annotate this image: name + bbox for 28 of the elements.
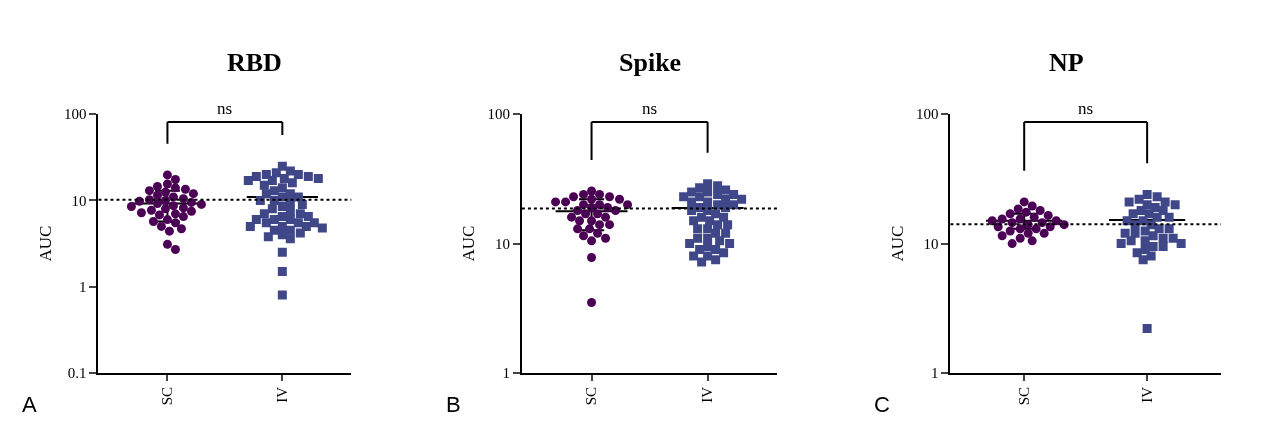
x-tick-label: SC: [1016, 386, 1033, 406]
chart-title: RBD: [227, 48, 282, 77]
y-tick-label: 100: [63, 106, 87, 123]
y-tick-label: 10: [923, 235, 939, 252]
x-tick-label: IV: [699, 386, 716, 403]
x-tick-label: SC: [159, 386, 176, 406]
text: A: [22, 392, 37, 417]
y-tick-label: 100: [915, 106, 939, 123]
chart-title: Spike: [619, 48, 682, 77]
y-tick-label: 1: [930, 365, 939, 382]
y-axis-title: AUC: [36, 225, 56, 262]
x-tick-label: SC: [583, 386, 600, 406]
y-tick-label: 1: [78, 278, 87, 295]
y-axis-title: AUC: [887, 225, 907, 262]
text: C: [874, 392, 890, 417]
annotation: ns: [1078, 99, 1094, 118]
y-tick-label: 0.1: [67, 365, 87, 382]
x-tick-label: IV: [274, 386, 291, 403]
text: B: [446, 392, 461, 417]
y-axis-title: AUC: [459, 225, 479, 262]
y-tick-label: 10: [494, 235, 510, 252]
y-tick-label: 10: [71, 192, 87, 209]
y-tick-label: 100: [487, 106, 510, 123]
annotation: ns: [642, 99, 658, 118]
chart-title: NP: [1049, 48, 1084, 77]
annotation: ns: [217, 99, 233, 118]
y-tick-label: 1: [502, 365, 510, 382]
x-tick-label: IV: [1139, 386, 1156, 403]
